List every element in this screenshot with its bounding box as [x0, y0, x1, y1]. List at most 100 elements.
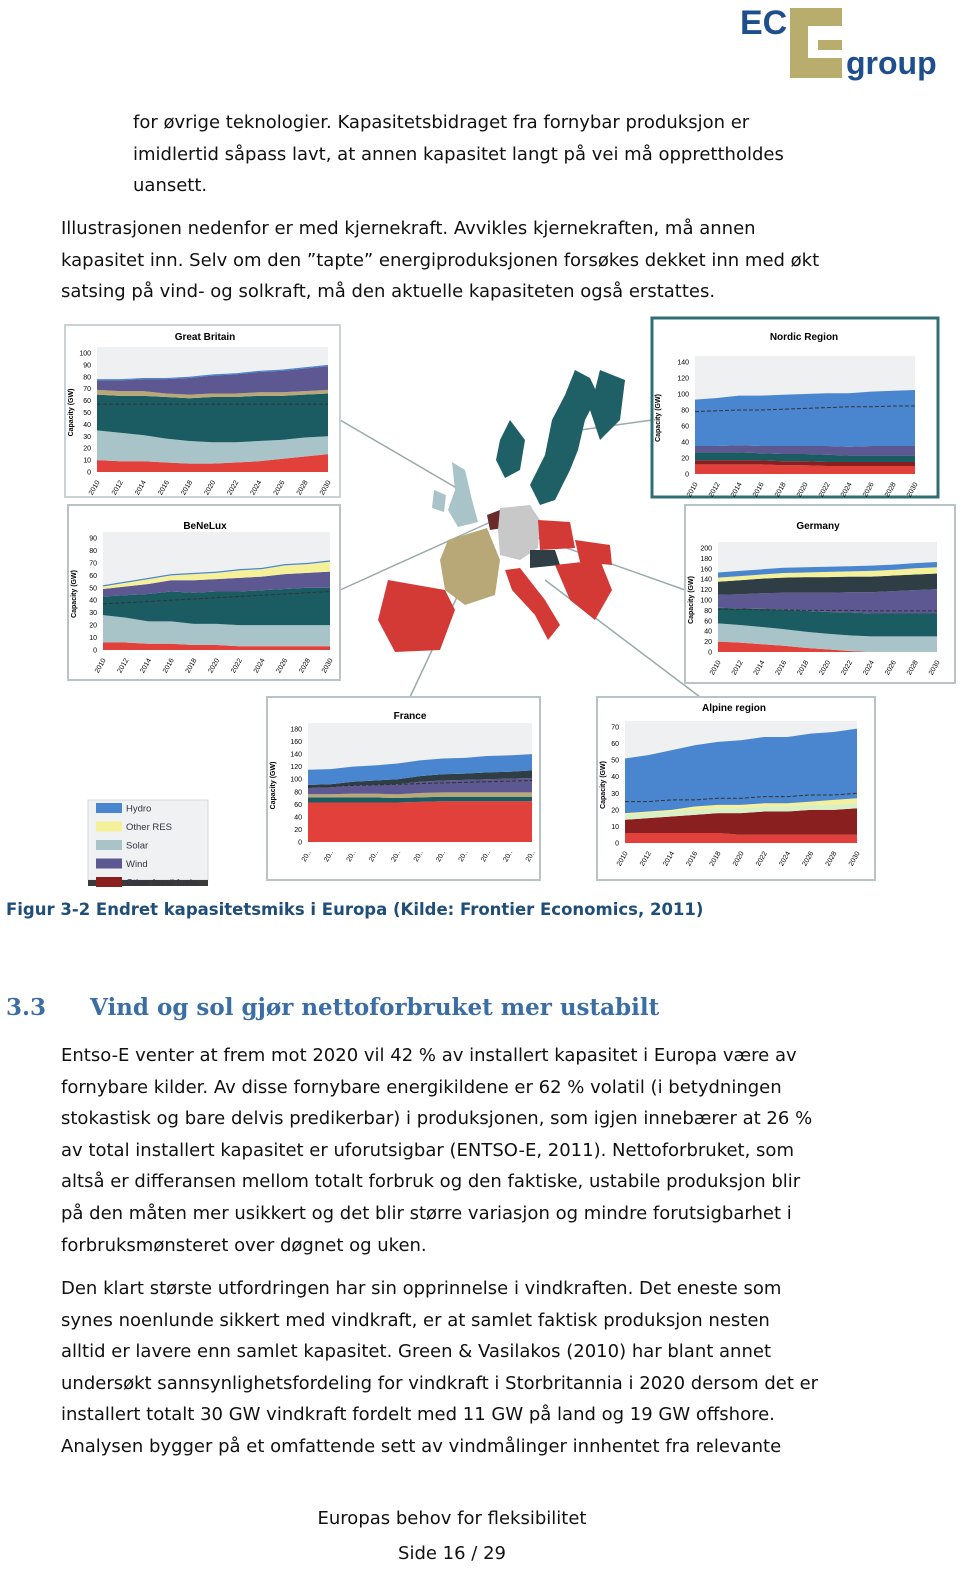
y-tick-label: 20 — [294, 827, 302, 834]
text-line: forbruksmønsteret over døgnet og uken. — [61, 1234, 427, 1256]
area — [695, 464, 915, 474]
text-line: Analysen bygger på et omfattende sett av… — [61, 1436, 782, 1457]
text-line: alltid er lavere enn samlet kapasitet. G… — [61, 1341, 772, 1363]
y-tick-label: 40 — [83, 422, 91, 429]
y-tick-label: 0 — [708, 650, 712, 657]
y-tick-label: 80 — [681, 408, 689, 415]
legend-swatch — [96, 877, 122, 887]
text-line: undersøkt sannsynlighetsfordeling for vi… — [61, 1372, 819, 1394]
chart-title: Germany — [796, 521, 840, 532]
y-tick-label: 40 — [294, 814, 302, 821]
legend: Hydro Other RES Solar Wind Other fossil fuel… — [87, 799, 209, 889]
area — [718, 567, 937, 582]
section-number: 3.3 — [6, 994, 47, 1021]
area — [718, 623, 937, 652]
area — [308, 754, 532, 785]
connector — [339, 519, 496, 591]
map-nordic — [590, 370, 625, 440]
area — [97, 430, 328, 464]
reference-line — [102, 591, 331, 605]
chart: Alpine region Capacity (GW) 0 10 20 30 40 50 60 7… — [596, 696, 876, 881]
legend-label: Other fossil fuels — [126, 878, 197, 889]
area — [718, 562, 937, 578]
y-tick-label: 140 — [677, 360, 689, 367]
area — [308, 770, 532, 789]
y-tick-label: 140 — [290, 752, 302, 759]
area — [103, 571, 330, 597]
y-tick-label: 0 — [87, 470, 91, 477]
map-balkans — [555, 560, 612, 620]
y-tick-label: 20 — [611, 807, 619, 814]
y-tick-label: 40 — [681, 440, 689, 447]
logo-shape — [790, 8, 842, 78]
area — [718, 607, 937, 637]
x-tick-label: 20.. — [413, 849, 425, 863]
y-tick-label: 10 — [89, 635, 97, 642]
reference-line — [694, 405, 915, 413]
area — [97, 366, 328, 395]
chart: France Capacity (GW) 0 20 40 60 80 100 120 140 160… — [266, 696, 541, 881]
chart-title: Alpine region — [702, 703, 766, 714]
text-line: på den måten mer usikkert og det blir st… — [61, 1203, 792, 1224]
text-line: Den klart største utfordringen har sin o… — [61, 1278, 782, 1299]
y-tick-label: 20 — [89, 623, 97, 630]
y-tick-label: 80 — [704, 608, 712, 615]
y-tick-label: 200 — [700, 546, 712, 553]
x-tick-label: 20.. — [435, 849, 447, 863]
x-tick-label: 20.. — [458, 849, 470, 863]
y-tick-label: 30 — [611, 791, 619, 798]
text-line: imidlertid såpass lavt, at annen kapasit… — [133, 143, 784, 165]
legend-swatch — [96, 858, 122, 869]
area — [718, 589, 937, 614]
x-tick-label: 20.. — [525, 849, 537, 863]
map-germany — [498, 505, 540, 560]
x-tick-label: 20.. — [502, 849, 514, 863]
y-tick-label: 0 — [298, 840, 302, 847]
y-axis-label: Capacity (GW) — [270, 762, 277, 810]
area — [103, 587, 330, 626]
y-tick-label: 90 — [83, 362, 91, 369]
y-tick-label: 100 — [79, 351, 91, 358]
y-tick-label: 50 — [89, 585, 97, 592]
y-tick-label: 100 — [700, 598, 712, 605]
footer-title: Europas behov for fleksibilitet — [317, 1508, 587, 1529]
area — [625, 803, 857, 820]
section-title: Vind og sol gjør nettoforbruket mer usta… — [90, 994, 660, 1021]
europe-map — [339, 370, 701, 698]
chart: Germany Capacity (GW) 0 20 40 60 80 100 120 140 16… — [684, 504, 956, 684]
area — [97, 389, 328, 399]
y-tick-label: 100 — [290, 777, 302, 784]
area — [103, 615, 330, 647]
y-tick-label: 120 — [700, 587, 712, 594]
y-tick-label: 0 — [93, 648, 97, 655]
text-line: synes noenlunde sikkert med vindkraft, e… — [61, 1309, 770, 1331]
area — [695, 445, 915, 456]
area — [308, 792, 532, 799]
y-tick-label: 0 — [615, 841, 619, 848]
y-tick-label: 60 — [294, 802, 302, 809]
y-tick-label: 0 — [685, 472, 689, 479]
y-tick-label: 80 — [83, 374, 91, 381]
map-east — [575, 540, 612, 565]
y-tick-label: 60 — [89, 573, 97, 580]
x-tick-label: 20.. — [480, 849, 492, 863]
y-tick-label: 120 — [677, 376, 689, 383]
legend-label: Solar — [126, 841, 148, 852]
x-tick-label: 20.. — [368, 849, 380, 863]
legend-label: Hydro — [126, 804, 151, 815]
area — [625, 833, 857, 843]
y-tick-label: 20 — [83, 446, 91, 453]
text-line: altså er differansen mellom totalt forbr… — [61, 1171, 801, 1193]
map-gb — [432, 490, 446, 512]
connector — [544, 579, 701, 698]
y-tick-label: 70 — [83, 386, 91, 393]
x-tick-label: 20.. — [301, 849, 313, 863]
map-iberia — [378, 580, 455, 652]
reference-line — [625, 792, 858, 803]
text-line: uansett. — [133, 175, 208, 197]
area — [625, 798, 857, 815]
y-axis-label: Capacity (GW) — [68, 389, 75, 437]
y-tick-label: 160 — [700, 566, 712, 573]
text-line: fornybare kilder. Av disse fornybare ene… — [61, 1076, 782, 1098]
